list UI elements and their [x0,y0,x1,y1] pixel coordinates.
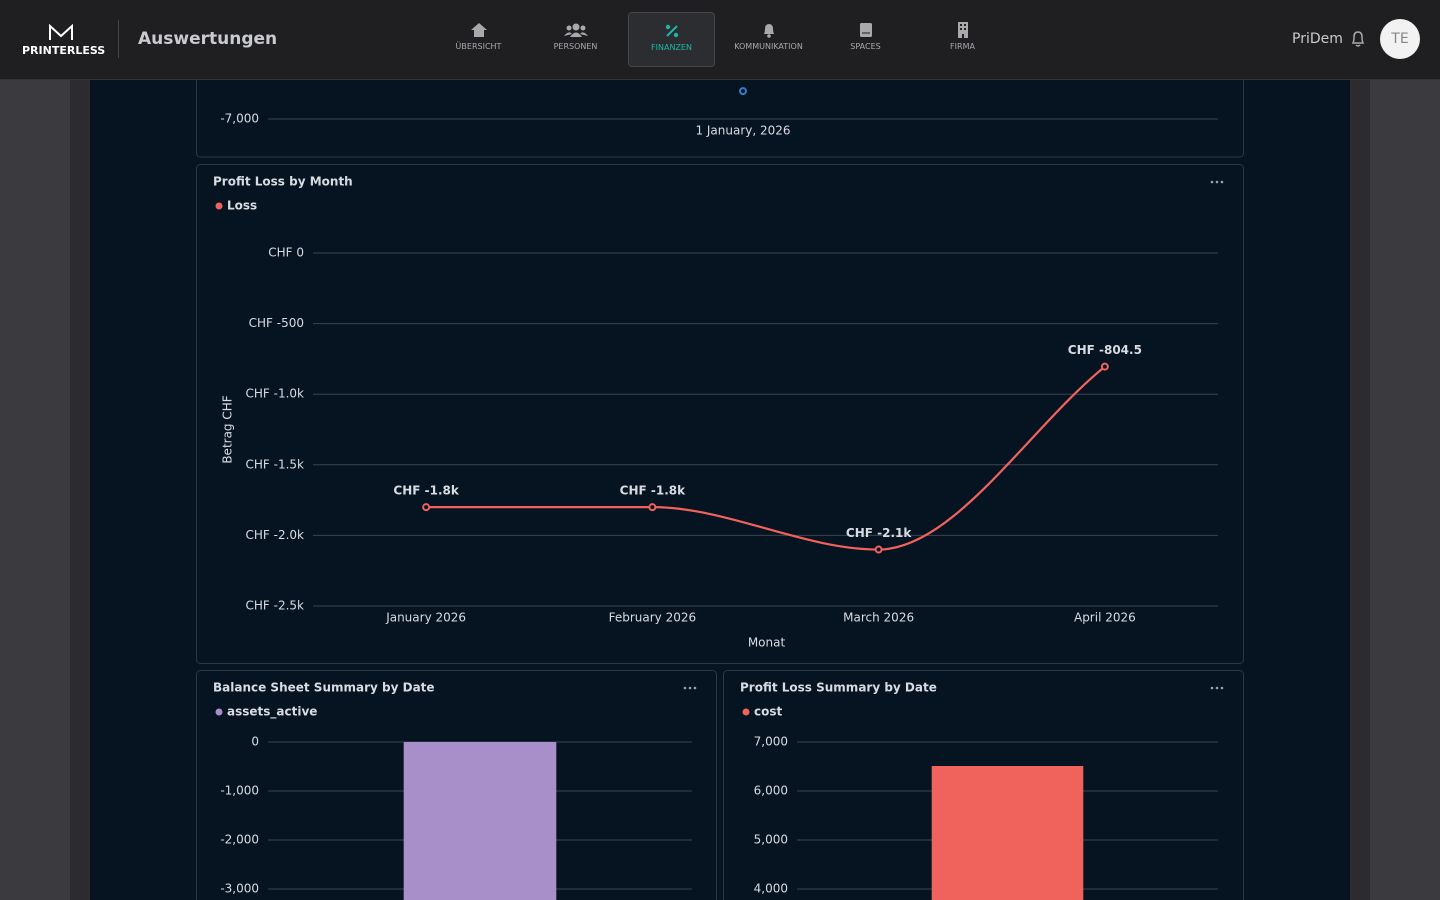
nav-label: PERSONEN [553,42,598,51]
y-axis-label: Betrag CHF [221,395,235,463]
menu-button[interactable] [1210,686,1224,690]
y-tick-label: -3,000 [220,882,259,896]
y-tick-label: CHF 0 [268,246,304,260]
point [874,545,883,554]
legend-label: Loss [227,199,257,213]
content-area [90,0,1350,900]
bar [403,742,557,900]
y-tick-label: -2,000 [220,833,259,847]
bar [931,766,1084,900]
y-tick-label: CHF -2.5k [246,599,305,613]
legend-marker [215,202,223,210]
nav-item[interactable]: ÜBERSICHT [435,12,522,67]
data-label: CHF -804.5 [1068,343,1142,357]
card [196,164,1244,664]
nav-item[interactable]: SPACES [822,12,909,67]
x-tick-label: 1 January, 2026 [695,124,790,138]
logo: PRINTERLESS [22,44,106,57]
y-tick-label: 4,000 [754,882,788,896]
chart-title: Profit Loss Summary by Date [740,681,937,695]
y-tick-label: 7,000 [754,735,788,749]
y-tick-label: CHF -1.0k [246,387,305,401]
card [723,670,1244,900]
nav-label: KOMMUNIKATION [734,42,803,51]
point [648,503,657,512]
data-label: CHF -1.8k [393,484,459,498]
y-tick-label: 6,000 [754,784,788,798]
notifications[interactable] [1349,29,1367,49]
x-tick-label: January 2026 [385,611,466,625]
top-bar: PRINTERLESS Auswertungen ÜBERSICHT PERSO… [0,0,1440,80]
legend-label: assets_active [227,705,317,720]
x-tick-label: February 2026 [609,611,697,625]
nav-item[interactable]: FINANZEN [628,12,715,67]
y-tick-label: CHF -500 [249,316,304,330]
chart-title: Balance Sheet Summary by Date [213,681,435,695]
y-tick-label: -7,000 [220,112,259,126]
logo-mark [49,24,73,40]
nav-label: FINANZEN [651,43,692,52]
y-tick-label: 0 [251,735,259,749]
point [1100,362,1109,371]
y-tick-label: -1,000 [220,784,259,798]
menu-button[interactable] [683,686,697,690]
nav-label: ÜBERSICHT [455,42,502,51]
gutter [1350,0,1370,900]
nav-label: SPACES [850,42,881,51]
chart-title: Profit Loss by Month [213,175,353,189]
point [739,87,747,96]
avatar[interactable]: TE [1380,19,1420,59]
user-name[interactable]: PriDem [1292,31,1343,47]
card [196,670,717,900]
legend-marker [742,708,750,716]
line [426,365,1106,551]
nav-item[interactable]: KOMMUNIKATION [725,12,812,67]
page-title: Auswertungen [138,29,278,49]
y-tick-label: 5,000 [754,833,788,847]
data-label: CHF -2.1k [846,526,912,540]
gutter [70,0,90,900]
point [422,503,431,512]
y-tick-label: CHF -2.0k [246,528,305,542]
divider [118,20,119,58]
x-axis-label: Monat [748,636,786,650]
y-tick-label: CHF -1.5k [246,457,305,471]
nav-item[interactable]: FIRMA [919,12,1006,67]
legend-marker [215,708,223,716]
data-label: CHF -1.8k [620,484,686,498]
legend-label: cost [754,705,783,719]
x-tick-label: March 2026 [843,611,914,625]
nav-label: FIRMA [950,42,975,51]
nav-item[interactable]: PERSONEN [532,12,619,67]
x-tick-label: April 2026 [1074,611,1136,625]
menu-button[interactable] [1210,180,1224,184]
